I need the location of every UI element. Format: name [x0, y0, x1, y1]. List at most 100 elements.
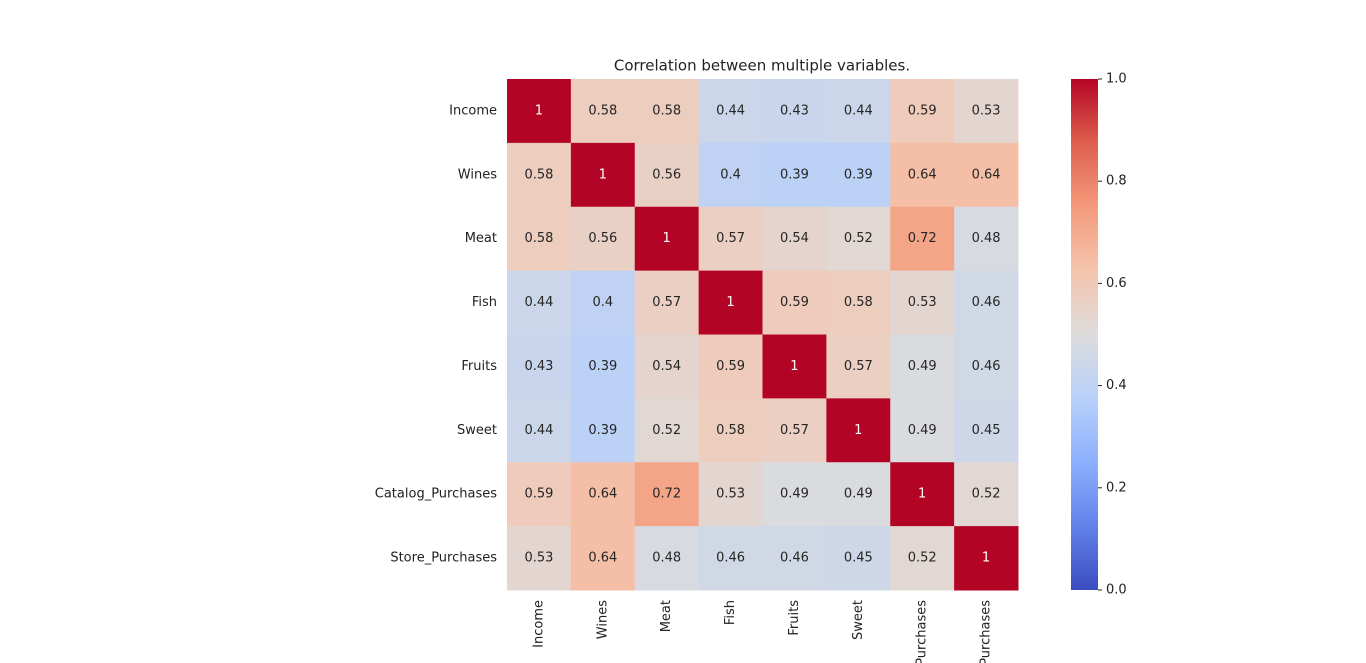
cell-label: 0.4 — [720, 167, 741, 182]
cell-label: 0.49 — [908, 359, 937, 374]
cell-label: 0.48 — [652, 551, 681, 566]
cell-label: 0.48 — [972, 231, 1001, 246]
cell-label: 0.46 — [780, 551, 809, 566]
heatmap-cell — [634, 270, 700, 335]
x-tick-label: Store_Purchases — [979, 600, 994, 663]
cell-label: 0.58 — [588, 103, 617, 118]
cell-label: 0.54 — [652, 359, 681, 374]
heatmap-cell — [698, 79, 763, 144]
cell-label: 0.64 — [972, 167, 1001, 182]
cell-label: 0.44 — [524, 423, 553, 438]
cell-label: 0.53 — [972, 103, 1001, 118]
heatmap-cell — [890, 270, 955, 335]
cell-label: 0.57 — [716, 231, 745, 246]
heatmap-cell — [698, 142, 763, 208]
cell-label: 0.45 — [844, 551, 873, 566]
heatmap-cell — [954, 270, 1019, 335]
cell-label: 1 — [918, 487, 926, 502]
cell-label: 0.58 — [524, 231, 553, 246]
heatmap-cell — [762, 398, 827, 463]
cell-label: 0.4 — [592, 295, 613, 310]
cell-label: 1 — [599, 167, 607, 182]
colorbar-tick-label: 0.2 — [1106, 480, 1127, 495]
cell-label: 0.64 — [908, 167, 937, 182]
heatmap-cell — [570, 526, 636, 591]
cell-label: 0.58 — [716, 423, 745, 438]
y-tick-label: Store_Purchases — [390, 551, 497, 566]
cell-label: 0.44 — [844, 103, 873, 118]
heatmap-cell — [634, 398, 700, 463]
cell-label: 0.49 — [908, 423, 937, 438]
x-tick-label: Meat — [659, 600, 674, 632]
cell-label: 0.53 — [908, 295, 937, 310]
heatmap-cell — [570, 462, 636, 527]
heatmap-cell — [826, 142, 891, 208]
heatmap-cell — [954, 334, 1019, 399]
heatmap-cell — [507, 398, 572, 463]
x-tick-label: Fruits — [787, 600, 802, 636]
cell-label: 0.52 — [908, 551, 937, 566]
cell-label: 0.46 — [972, 359, 1001, 374]
heatmap-cell — [570, 206, 636, 272]
cell-label: 0.49 — [844, 487, 873, 502]
colorbar-tick-label: 0.8 — [1106, 174, 1127, 189]
cell-label: 0.39 — [844, 167, 873, 182]
heatmap-cell — [698, 398, 763, 463]
heatmap-cell — [826, 79, 891, 144]
heatmap-cell — [954, 462, 1019, 527]
heatmap-cell — [826, 526, 891, 591]
y-tick-label: Fruits — [461, 359, 497, 374]
heatmap-cell — [826, 334, 891, 399]
cell-label: 1 — [982, 551, 990, 566]
heatmap-cell — [890, 142, 955, 208]
cell-label: 1 — [790, 359, 798, 374]
colorbar-tick-label: 0.0 — [1106, 583, 1127, 598]
cell-label: 0.59 — [716, 359, 745, 374]
heatmap-cell — [762, 206, 827, 272]
colorbar-tick-label: 0.6 — [1106, 276, 1127, 291]
cell-label: 0.58 — [524, 167, 553, 182]
colorbar-tick-label: 0.4 — [1106, 378, 1127, 393]
heatmap-cell — [890, 79, 955, 144]
heatmap-cell — [570, 270, 636, 335]
cell-label: 0.44 — [524, 295, 553, 310]
y-tick-label: Fish — [472, 295, 497, 310]
heatmap-cell — [890, 334, 955, 399]
heatmap-cell — [890, 206, 955, 272]
heatmap-cell — [954, 526, 1019, 591]
heatmap-cell — [890, 526, 955, 591]
heatmap-cell — [634, 334, 700, 399]
heatmap-cell — [762, 142, 827, 208]
cell-label: 0.52 — [972, 487, 1001, 502]
cell-label: 0.59 — [908, 103, 937, 118]
x-tick-label: Sweet — [851, 600, 866, 640]
y-tick-label: Sweet — [457, 423, 497, 438]
cell-label: 0.44 — [716, 103, 745, 118]
heatmap-cell — [507, 462, 572, 527]
heatmap-cell — [762, 334, 827, 399]
heatmap-cell — [507, 142, 572, 208]
cell-label: 0.52 — [844, 231, 873, 246]
heatmap-cell — [762, 270, 827, 335]
x-tick-label: Catalog_Purchases — [915, 600, 930, 663]
cell-label: 0.43 — [524, 359, 553, 374]
chart-title: Correlation between multiple variables. — [614, 57, 910, 75]
heatmap-cell — [507, 270, 572, 335]
heatmap-cell — [954, 206, 1019, 272]
heatmap-cell — [762, 79, 827, 144]
heatmap-cell — [826, 270, 891, 335]
cell-label: 1 — [854, 423, 862, 438]
y-tick-label: Meat — [465, 231, 497, 246]
heatmap-cell — [762, 526, 827, 591]
heatmap-cell — [826, 206, 891, 272]
heatmap-cell — [698, 526, 763, 591]
cell-label: 0.46 — [972, 295, 1001, 310]
heatmap-cell — [570, 398, 636, 463]
heatmap-cell — [954, 142, 1019, 208]
cell-label: 0.52 — [652, 423, 681, 438]
heatmap-cell — [507, 79, 572, 144]
heatmap-cell — [570, 142, 636, 208]
heatmap-cell — [507, 526, 572, 591]
heatmap-cell — [762, 462, 827, 527]
